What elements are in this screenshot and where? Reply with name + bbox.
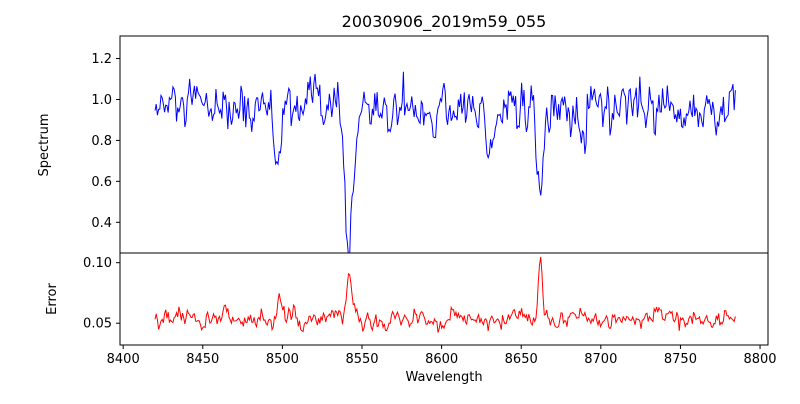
error-axes: 0.05 0.10 8400 8450 8500 8550 8600 8650 8700 875… (45, 252, 777, 385)
x-tick-label: 8450 (186, 352, 219, 367)
x-axis: 8400 8450 8500 8550 8600 8650 8700 8750 8800 (107, 345, 777, 367)
spectrum-y-tick-label: 0.8 (91, 134, 112, 149)
x-tick-label: 8550 (345, 352, 378, 367)
error-ylabel: Error (45, 283, 60, 315)
spectrum-y-axis: 0.4 0.6 0.8 1.0 1.2 (91, 52, 120, 231)
spectrum-axes: 0.4 0.6 0.8 1.0 1.2 Spectrum (37, 35, 769, 254)
spectrum-ylabel: Spectrum (37, 114, 52, 177)
x-tick-label: 8800 (743, 352, 776, 367)
x-tick-label: 8700 (584, 352, 617, 367)
x-tick-label: 8750 (664, 352, 697, 367)
error-y-tick-label: 0.05 (83, 317, 112, 332)
error-y-axis: 0.05 0.10 (83, 256, 120, 332)
spectrum-line (154, 71, 736, 253)
plot-title: 20030906_2019m59_055 (342, 12, 547, 32)
error-axes-frame (119, 252, 769, 346)
spectrum-y-tick-label: 1.2 (91, 52, 112, 67)
x-tick-label: 8500 (266, 352, 299, 367)
spectrum-axes-frame (119, 35, 769, 254)
error-line (154, 256, 736, 333)
spectrum-y-tick-label: 0.6 (91, 175, 112, 190)
spectrum-y-tick-label: 0.4 (91, 216, 112, 231)
xlabel: Wavelength (405, 370, 482, 385)
x-tick-label: 8600 (425, 352, 458, 367)
x-tick-label: 8650 (505, 352, 538, 367)
spectrum-y-tick-label: 1.0 (91, 93, 112, 108)
x-tick-label: 8400 (107, 352, 140, 367)
error-y-tick-label: 0.10 (83, 256, 112, 271)
